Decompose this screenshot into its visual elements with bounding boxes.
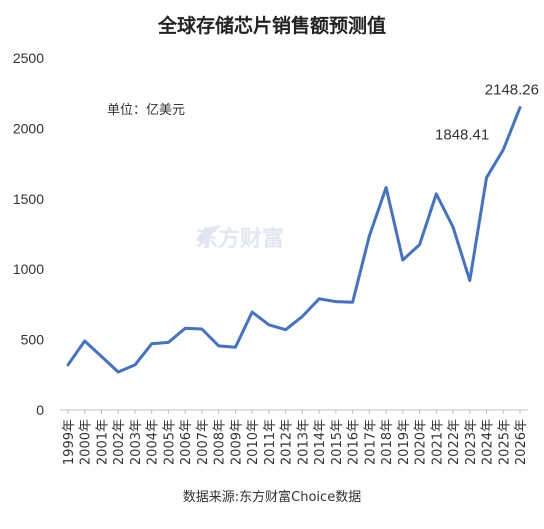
watermark-logo-icon bbox=[196, 225, 222, 246]
y-tick-label: 2500 bbox=[13, 50, 44, 66]
y-tick-label: 2000 bbox=[13, 120, 44, 136]
x-tick-label: 2021年 bbox=[430, 419, 445, 465]
x-tick-label: 2007年 bbox=[196, 419, 211, 465]
data-labels: 1848.41 2148.26 bbox=[435, 82, 539, 144]
y-axis: 0 500 1000 1500 2000 2500 bbox=[13, 50, 44, 418]
x-tick-label: 2017年 bbox=[363, 419, 378, 465]
data-label: 1848.41 bbox=[435, 127, 489, 144]
chart-title: 全球存储芯片销售额预测值 bbox=[157, 14, 386, 37]
series-line bbox=[66, 106, 522, 374]
x-tick-label: 2013年 bbox=[296, 419, 311, 465]
series-line-group bbox=[66, 106, 522, 374]
data-label: 2148.26 bbox=[485, 82, 539, 99]
x-tick-label: 2025年 bbox=[497, 419, 512, 465]
x-tick-label: 2015年 bbox=[330, 419, 345, 465]
x-tick-label: 2006年 bbox=[179, 419, 194, 465]
x-tick-label: 2019年 bbox=[397, 419, 412, 465]
x-tick-label: 2010年 bbox=[246, 419, 261, 465]
x-tick-label: 2000年 bbox=[79, 419, 94, 465]
x-tick-label: 2024年 bbox=[481, 419, 496, 465]
x-tick-label: 2020年 bbox=[414, 419, 429, 465]
y-tick-label: 1000 bbox=[13, 261, 44, 277]
x-tick-label: 2004年 bbox=[146, 419, 161, 465]
x-tick-label: 2003年 bbox=[129, 419, 144, 465]
source-note: 数据来源:东方财富Choice数据 bbox=[183, 489, 361, 505]
y-tick-label: 1500 bbox=[13, 191, 44, 207]
x-tick-label: 2016年 bbox=[347, 419, 362, 465]
x-tick-label: 2022年 bbox=[447, 419, 462, 465]
x-tick-label: 2002年 bbox=[112, 419, 127, 465]
x-tick-label: 2005年 bbox=[162, 419, 177, 465]
x-tick-label: 2008年 bbox=[213, 419, 228, 465]
x-tick-label: 2014年 bbox=[313, 419, 328, 465]
x-axis: 1999年 2000年 2001年 2002年 2003年 2004年 2005年 2006年… bbox=[62, 410, 529, 465]
x-tick-label: 2018年 bbox=[380, 419, 395, 465]
x-tick-label: 2026年 bbox=[514, 419, 529, 465]
x-tick-label: 2012年 bbox=[280, 419, 295, 465]
x-tick-label: 2011年 bbox=[263, 419, 278, 465]
x-tick-label: 2001年 bbox=[95, 419, 110, 465]
y-tick-label: 0 bbox=[36, 402, 44, 418]
x-tick-label: 1999年 bbox=[62, 419, 77, 465]
y-tick-label: 500 bbox=[21, 332, 45, 348]
x-tick-label: 2009年 bbox=[229, 419, 244, 465]
x-tick-label: 2023年 bbox=[464, 419, 479, 465]
unit-note: 单位：亿美元 bbox=[107, 103, 185, 118]
